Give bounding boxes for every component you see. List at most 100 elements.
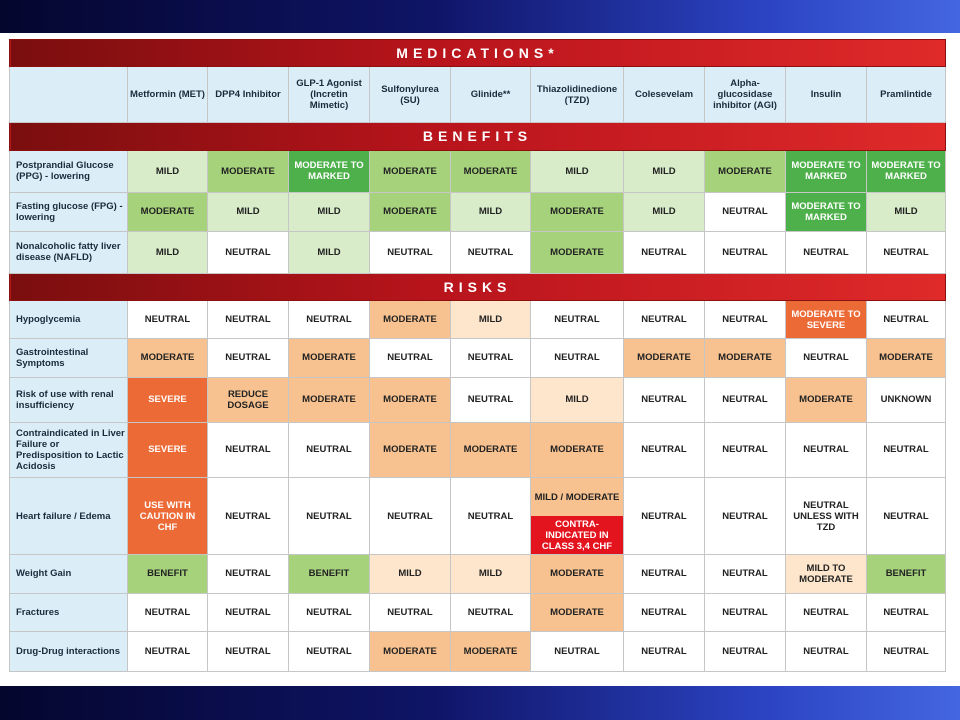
risks-cell: NEUTRAL bbox=[207, 554, 289, 594]
risks-cell: NEUTRAL bbox=[530, 338, 624, 378]
risks-cell: MODERATE bbox=[530, 554, 624, 594]
benefits-cell: MILD bbox=[530, 149, 624, 193]
slide-bottom-band bbox=[0, 686, 960, 720]
risks-label: Weight Gain bbox=[9, 554, 128, 594]
risks-cell: NEUTRAL bbox=[704, 476, 786, 556]
risks-cell: NEUTRAL bbox=[785, 421, 867, 478]
benefits-cell: MODERATE bbox=[127, 191, 208, 232]
risks-cell: NEUTRAL bbox=[785, 338, 867, 378]
risks-cell: MODERATE bbox=[450, 630, 531, 673]
risks-row: Gastrointestinal Symptoms MODERATE NEUTRAL… bbox=[9, 338, 947, 378]
risks-cell: MODERATE bbox=[369, 421, 451, 478]
risks-cell: MILD TO MODERATE bbox=[785, 554, 867, 594]
risks-cell: NEUTRAL bbox=[623, 421, 705, 478]
benefits-label: Nonalcoholic fatty liver disease (NAFLD) bbox=[9, 230, 128, 275]
risks-cell: NEUTRAL bbox=[207, 592, 289, 632]
medication-comparison-table: MEDICATIONS* Metformin (MET) DPP4 Inhibito… bbox=[8, 38, 947, 673]
risks-cell: MODERATE bbox=[369, 630, 451, 673]
benefits-cell: MILD bbox=[450, 191, 531, 232]
risks-cell: BENEFIT bbox=[865, 554, 947, 594]
risks-header: RISKS bbox=[8, 273, 947, 302]
risks-cell: NEUTRAL bbox=[865, 300, 947, 340]
risks-cell: USE WITH CAUTION IN CHF bbox=[127, 476, 208, 556]
benefits-header: BENEFITS bbox=[8, 122, 947, 151]
benefits-cell: MILD bbox=[288, 230, 370, 275]
risks-cell: NEUTRAL bbox=[785, 592, 867, 632]
risks-cell: NEUTRAL bbox=[127, 592, 208, 632]
slide-top-band bbox=[0, 0, 960, 33]
benefits-cell: MILD bbox=[207, 191, 289, 232]
risks-cell: MODERATE bbox=[127, 338, 208, 378]
risks-cell: NEUTRAL bbox=[288, 300, 370, 340]
risks-cell: BENEFIT bbox=[127, 554, 208, 594]
risks-cell: MILD bbox=[450, 300, 531, 340]
risks-cell: MODERATE bbox=[865, 338, 947, 378]
risks-cell: MILD bbox=[369, 554, 451, 594]
risks-cell: SEVERE bbox=[127, 376, 208, 423]
benefits-cell: MODERATE bbox=[530, 191, 624, 232]
risks-cell: NEUTRAL bbox=[450, 376, 531, 423]
risks-cell: NEUTRAL bbox=[785, 630, 867, 673]
risks-cell: NEUTRAL bbox=[704, 421, 786, 478]
risks-cell: NEUTRAL bbox=[704, 300, 786, 340]
column-header-5: Thiazolidinedione (TZD) bbox=[530, 66, 624, 124]
benefits-header-row: BENEFITS bbox=[8, 122, 947, 151]
risks-row: Fractures NEUTRAL NEUTRAL NEUTRAL NEUTRAL NEU… bbox=[9, 592, 947, 632]
benefits-cell: MILD bbox=[623, 149, 705, 193]
risks-cell: MODERATE bbox=[369, 300, 451, 340]
risks-cell: MODERATE TO SEVERE bbox=[785, 300, 867, 340]
benefits-cell: NEUTRAL bbox=[450, 230, 531, 275]
risks-cell: MILD bbox=[450, 554, 531, 594]
column-header-3: Sulfonylurea (SU) bbox=[369, 66, 451, 124]
benefits-cell: MILD bbox=[623, 191, 705, 232]
risks-cell: NEUTRAL bbox=[704, 592, 786, 632]
risks-row: Weight Gain BENEFIT NEUTRAL BENEFIT MILD MILD… bbox=[9, 554, 947, 594]
risks-cell: UNKNOWN bbox=[865, 376, 947, 423]
risks-label: Hypoglycemia bbox=[9, 300, 128, 340]
risks-row: Risk of use with renal insufficiency SEVE… bbox=[9, 376, 947, 423]
medications-header: MEDICATIONS* bbox=[8, 38, 947, 68]
risks-cell: NEUTRAL bbox=[623, 476, 705, 556]
risks-cell: NEUTRAL bbox=[207, 338, 289, 378]
risks-row: Heart failure / Edema USE WITH CAUTION IN… bbox=[9, 476, 947, 556]
risks-cell: NEUTRAL bbox=[704, 554, 786, 594]
benefits-cell: MODERATE TO MARKED bbox=[865, 149, 947, 193]
risks-cell-split: MILD / MODERATE CONTRA-INDICATED IN CLASS… bbox=[530, 476, 624, 556]
benefits-cell: MODERATE TO MARKED bbox=[785, 149, 867, 193]
benefits-row: Postprandial Glucose (PPG) - lowering MIL… bbox=[9, 149, 947, 193]
benefits-cell: NEUTRAL bbox=[207, 230, 289, 275]
risks-cell: NEUTRAL bbox=[530, 300, 624, 340]
benefits-cell: MILD bbox=[288, 191, 370, 232]
risks-cell-part: MILD / MODERATE bbox=[531, 478, 623, 517]
benefits-cell: NEUTRAL bbox=[623, 230, 705, 275]
risks-row: Hypoglycemia NEUTRAL NEUTRAL NEUTRAL MODERAT… bbox=[9, 300, 947, 340]
risks-cell: MODERATE bbox=[623, 338, 705, 378]
risks-cell: MODERATE bbox=[288, 376, 370, 423]
risks-cell: MILD bbox=[530, 376, 624, 423]
risks-cell: NEUTRAL bbox=[207, 421, 289, 478]
risks-cell: NEUTRAL bbox=[704, 630, 786, 673]
risks-cell: NEUTRAL bbox=[288, 476, 370, 556]
risks-label: Heart failure / Edema bbox=[9, 476, 128, 556]
benefits-label: Fasting glucose (FPG) - lowering bbox=[9, 191, 128, 232]
benefits-cell: MODERATE TO MARKED bbox=[288, 149, 370, 193]
column-header-8: Insulin bbox=[785, 66, 867, 124]
benefits-cell: MODERATE bbox=[207, 149, 289, 193]
risks-cell: REDUCE DOSAGE bbox=[207, 376, 289, 423]
column-header-row: Metformin (MET) DPP4 Inhibitor GLP-1 Agoni… bbox=[9, 66, 947, 124]
benefits-cell: MODERATE bbox=[369, 191, 451, 232]
risks-cell: BENEFIT bbox=[288, 554, 370, 594]
risks-cell: NEUTRAL bbox=[450, 338, 531, 378]
benefits-cell: MILD bbox=[127, 230, 208, 275]
risks-row: Drug-Drug interactions NEUTRAL NEUTRAL NEUT… bbox=[9, 630, 947, 673]
column-header-2: GLP-1 Agonist (Incretin Mimetic) bbox=[288, 66, 370, 124]
benefits-cell: NEUTRAL bbox=[704, 191, 786, 232]
benefits-cell: MILD bbox=[127, 149, 208, 193]
benefits-label: Postprandial Glucose (PPG) - lowering bbox=[9, 149, 128, 193]
risks-label: Drug-Drug interactions bbox=[9, 630, 128, 673]
risks-cell: MODERATE bbox=[288, 338, 370, 378]
risks-cell: MODERATE bbox=[785, 376, 867, 423]
risks-cell: SEVERE bbox=[127, 421, 208, 478]
column-header-9: Pramlintide bbox=[865, 66, 947, 124]
benefits-cell: NEUTRAL bbox=[785, 230, 867, 275]
